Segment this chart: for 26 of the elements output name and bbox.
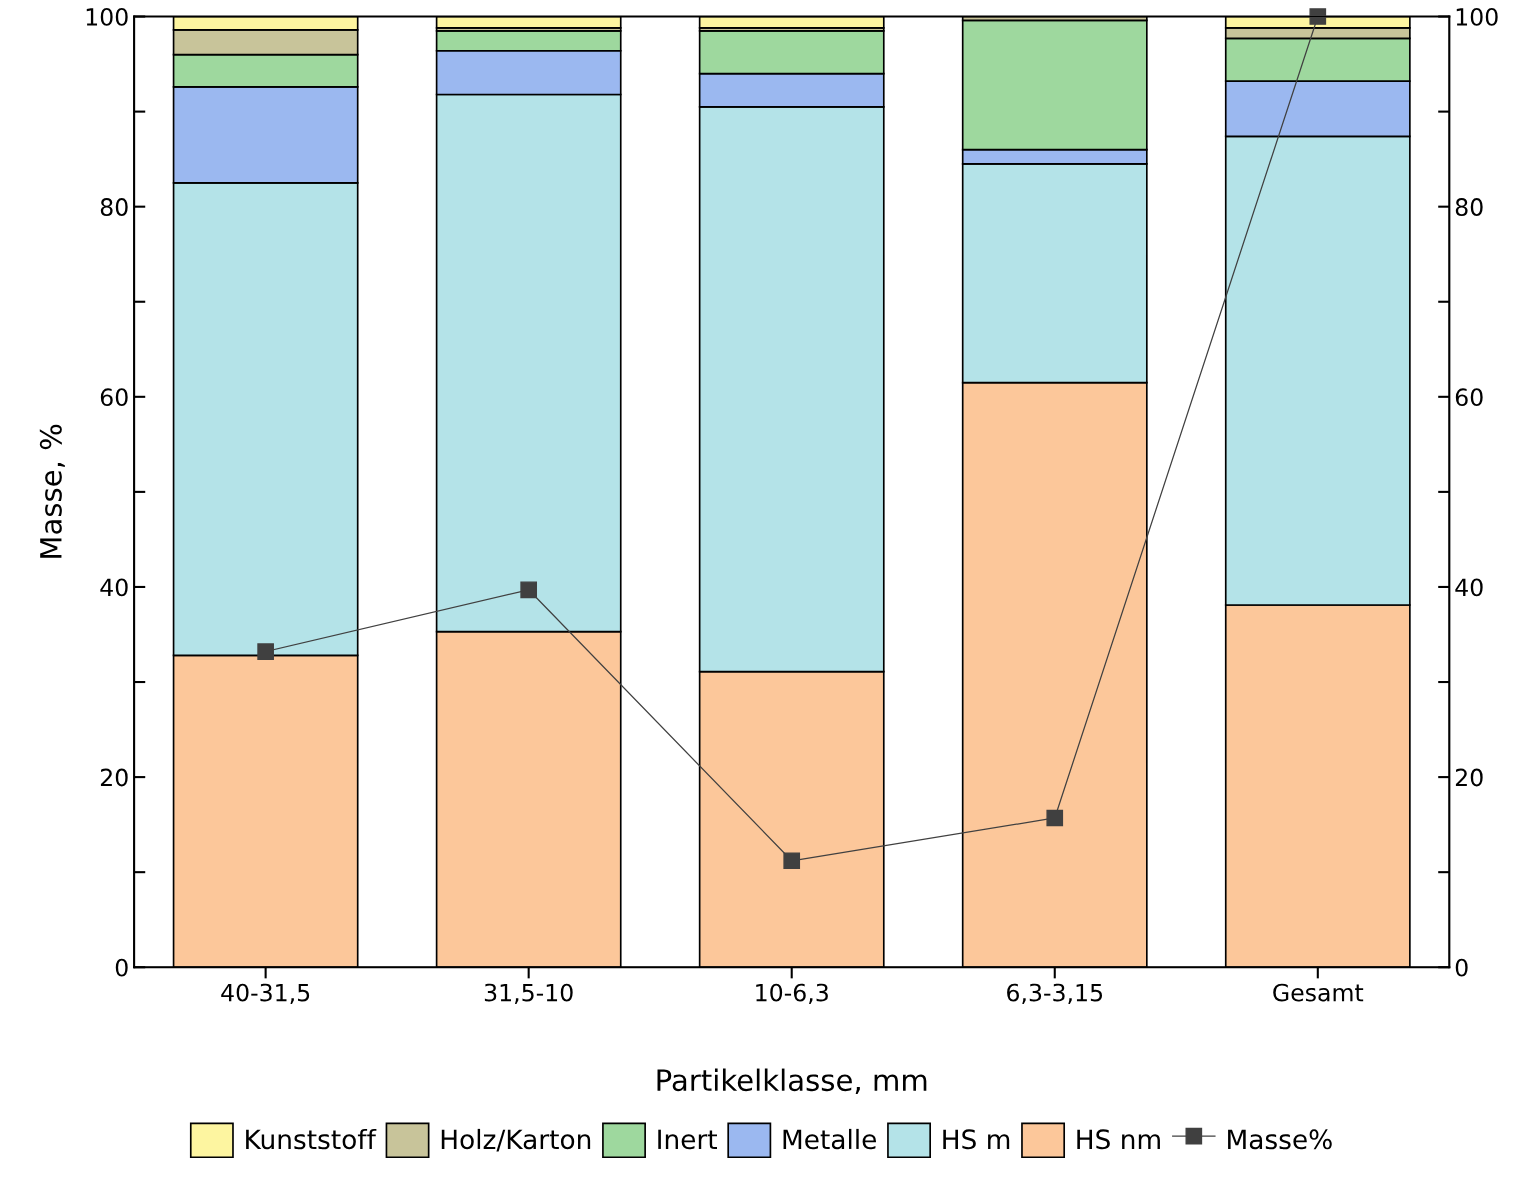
x-tick-label: 31,5-10 — [484, 983, 573, 1004]
x-axis-title: Partikelklasse, mm — [657, 1068, 927, 1095]
legend-label: Holz/Karton — [441, 1128, 591, 1152]
y-tick-label: 0 — [115, 958, 128, 977]
legend-label: Masse% — [1228, 1129, 1332, 1150]
legend-label: Metalle — [783, 1128, 876, 1150]
y-tick-label: 60 — [100, 388, 128, 407]
y2-tick-label: 0 — [1455, 958, 1468, 977]
x-tick-label: 40-31,5 — [221, 983, 310, 1004]
y-axis-title: Masse, % — [39, 424, 65, 558]
legend-label: HS m — [943, 1129, 1010, 1150]
y2-tick-label: 80 — [1455, 198, 1483, 216]
legend-label: Kunststoff — [246, 1128, 377, 1150]
y-tick-label: 80 — [100, 198, 128, 216]
x-tick-label: Gesamt — [1273, 983, 1364, 1002]
x-tick-label: 10-6,3 — [756, 983, 828, 1004]
y2-tick-label: 40 — [1455, 578, 1483, 597]
legend-label: HS nm — [1077, 1129, 1160, 1150]
y-tick-label: 40 — [100, 578, 128, 597]
y2-tick-label: 60 — [1455, 388, 1483, 407]
x-tick-label: 6,3-3,15 — [1007, 983, 1103, 1004]
y-tick-label: 20 — [100, 768, 128, 787]
legend-label: Inert — [658, 1129, 717, 1150]
y2-tick-label: 20 — [1455, 768, 1483, 787]
y-tick-label: 100 — [86, 7, 128, 26]
y2-tick-label: 100 — [1456, 7, 1498, 26]
